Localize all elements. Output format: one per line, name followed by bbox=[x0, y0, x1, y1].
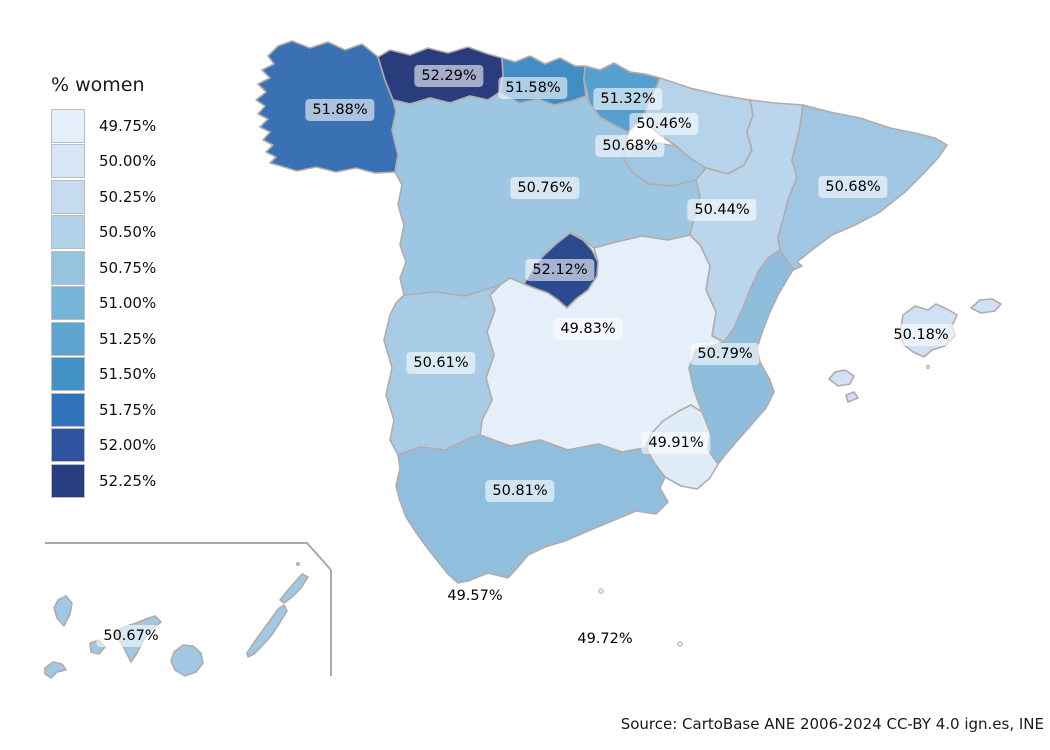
legend-swatch bbox=[51, 428, 85, 463]
legend-entry-label: 51.50% bbox=[99, 365, 157, 384]
value-label-galicia: 51.88% bbox=[305, 98, 375, 122]
value-label-castilla-leon: 50.76% bbox=[510, 176, 580, 200]
value-label-melilla: 49.72% bbox=[577, 630, 633, 647]
island-ibiza bbox=[828, 369, 855, 387]
legend-entry: 51.00% bbox=[45, 286, 156, 322]
legend-swatch bbox=[51, 286, 85, 321]
legend-entry: 50.50% bbox=[45, 215, 156, 251]
island-lanzarote bbox=[279, 573, 309, 604]
legend-swatch bbox=[51, 250, 85, 285]
legend-entry-label: 51.00% bbox=[99, 294, 157, 313]
legend-swatch bbox=[51, 179, 85, 214]
value-label-ceuta: 49.57% bbox=[447, 587, 503, 604]
legend-entry-label: 49.75% bbox=[99, 116, 157, 135]
region-andalucia bbox=[395, 434, 669, 584]
legend-swatch bbox=[51, 215, 85, 250]
value-label-rioja: 50.68% bbox=[595, 134, 665, 158]
legend-entry: 50.75% bbox=[45, 250, 156, 286]
legend-entry-label: 52.25% bbox=[99, 471, 157, 490]
legend-entry-label: 50.00% bbox=[99, 152, 157, 171]
island-la-graciosa bbox=[296, 562, 300, 566]
region-ceuta bbox=[598, 588, 604, 594]
island-gran-canaria bbox=[170, 644, 204, 677]
canary-inset-border bbox=[45, 542, 332, 676]
legend-swatch bbox=[51, 144, 85, 179]
value-label-madrid: 52.12% bbox=[525, 258, 595, 282]
island-cabrera bbox=[925, 364, 931, 370]
value-label-cantabria: 51.58% bbox=[498, 76, 568, 100]
source-note: Source: CartoBase ANE 2006-2024 CC-BY 4.… bbox=[620, 715, 1044, 733]
value-label-balearic: 50.18% bbox=[886, 323, 956, 347]
legend-entry: 52.25% bbox=[45, 463, 156, 499]
legend-swatch bbox=[51, 392, 85, 427]
legend-entry-label: 50.25% bbox=[99, 187, 157, 206]
value-label-murcia: 49.91% bbox=[641, 431, 711, 455]
value-label-canary: 50.67% bbox=[96, 624, 166, 648]
legend-swatch bbox=[51, 108, 85, 143]
value-label-asturias: 52.29% bbox=[414, 64, 484, 88]
region-melilla bbox=[677, 641, 683, 647]
legend-entry: 50.00% bbox=[45, 144, 156, 180]
value-label-catalonia: 50.68% bbox=[818, 175, 888, 199]
island-formentera bbox=[845, 391, 859, 403]
value-label-navarra: 50.46% bbox=[629, 112, 699, 136]
island-fuerteventura bbox=[246, 604, 288, 658]
legend-swatch bbox=[51, 463, 85, 498]
legend: % women 49.75% 50.00% 50.25% 50.50% 50.75% 51… bbox=[45, 74, 156, 499]
value-label-aragon: 50.44% bbox=[687, 198, 757, 222]
legend-entry-label: 51.25% bbox=[99, 329, 157, 348]
legend-swatch bbox=[51, 321, 85, 356]
value-label-valencia: 50.79% bbox=[690, 342, 760, 366]
value-label-andalucia: 50.81% bbox=[485, 479, 555, 503]
value-label-basque: 51.32% bbox=[593, 87, 663, 111]
island-el-hierro bbox=[44, 661, 67, 679]
legend-entry: 51.50% bbox=[45, 357, 156, 393]
island-menorca bbox=[970, 298, 1002, 314]
legend-entry-label: 50.75% bbox=[99, 258, 157, 277]
island-la-palma bbox=[53, 595, 73, 627]
legend-entry: 52.00% bbox=[45, 428, 156, 464]
legend-entry-label: 51.75% bbox=[99, 400, 157, 419]
legend-entry: 51.75% bbox=[45, 392, 156, 428]
legend-entry: 51.25% bbox=[45, 321, 156, 357]
legend-title: % women bbox=[51, 74, 145, 96]
value-label-castilla-la-mancha: 49.83% bbox=[553, 317, 623, 341]
legend-entry-label: 52.00% bbox=[99, 436, 157, 455]
legend-entry: 50.25% bbox=[45, 179, 156, 215]
legend-swatch bbox=[51, 357, 85, 392]
legend-entry: 49.75% bbox=[45, 108, 156, 144]
legend-entry-label: 50.50% bbox=[99, 223, 157, 242]
legend-entries: 49.75% 50.00% 50.25% 50.50% 50.75% 51.00% 51.2… bbox=[45, 108, 156, 499]
value-label-extremadura: 50.61% bbox=[406, 351, 476, 375]
